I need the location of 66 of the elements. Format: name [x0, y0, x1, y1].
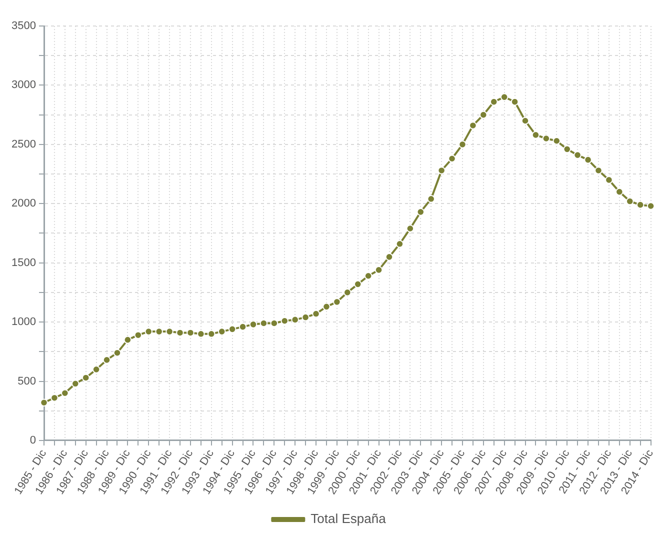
legend-label: Total España — [310, 511, 387, 526]
point — [364, 272, 372, 280]
point — [605, 176, 613, 184]
point — [291, 316, 299, 324]
point — [333, 298, 341, 306]
point — [416, 208, 425, 216]
y-tick-label: 0 — [30, 434, 36, 447]
point — [427, 195, 435, 203]
point — [574, 151, 582, 159]
point — [542, 134, 550, 142]
y-tick-label: 2000 — [12, 198, 36, 210]
point — [124, 336, 132, 344]
point — [510, 98, 519, 106]
y-tick-label: 1000 — [12, 316, 36, 328]
point — [312, 310, 320, 318]
point — [374, 266, 383, 274]
point — [302, 313, 310, 322]
point — [552, 136, 561, 145]
point — [469, 122, 477, 130]
point — [500, 93, 508, 101]
point — [92, 366, 100, 374]
point — [238, 322, 247, 331]
point — [616, 188, 624, 196]
point — [166, 328, 174, 336]
y-tick-label: 1500 — [12, 256, 36, 269]
point — [563, 145, 572, 154]
point — [521, 116, 530, 125]
point — [270, 319, 278, 328]
point — [40, 398, 48, 406]
point — [385, 253, 394, 261]
point — [207, 330, 216, 338]
point — [197, 330, 205, 338]
point — [406, 224, 414, 232]
point — [636, 200, 644, 209]
point — [280, 316, 289, 325]
y-tick-label: 500 — [18, 375, 36, 388]
point — [186, 328, 194, 337]
point — [490, 98, 498, 106]
point — [438, 166, 446, 174]
point — [134, 331, 142, 339]
point — [584, 156, 592, 164]
point — [155, 328, 163, 336]
point — [218, 328, 226, 336]
point — [626, 197, 634, 206]
point — [532, 131, 540, 139]
point — [228, 325, 236, 334]
point — [458, 140, 466, 148]
point — [82, 374, 90, 382]
y-tick-label: 2500 — [12, 138, 36, 150]
point — [249, 320, 258, 328]
point — [646, 202, 655, 210]
point — [322, 302, 330, 311]
point — [448, 154, 456, 163]
point — [176, 328, 184, 337]
point — [344, 288, 352, 296]
y-tick-label: 3500 — [12, 20, 36, 32]
y-tick-label: 3000 — [12, 79, 36, 92]
point — [480, 110, 488, 119]
point — [71, 380, 80, 388]
point — [260, 319, 268, 328]
point — [113, 348, 122, 357]
point — [594, 166, 602, 174]
point — [144, 328, 153, 336]
point — [102, 356, 111, 364]
point — [354, 280, 362, 288]
point — [396, 240, 404, 248]
